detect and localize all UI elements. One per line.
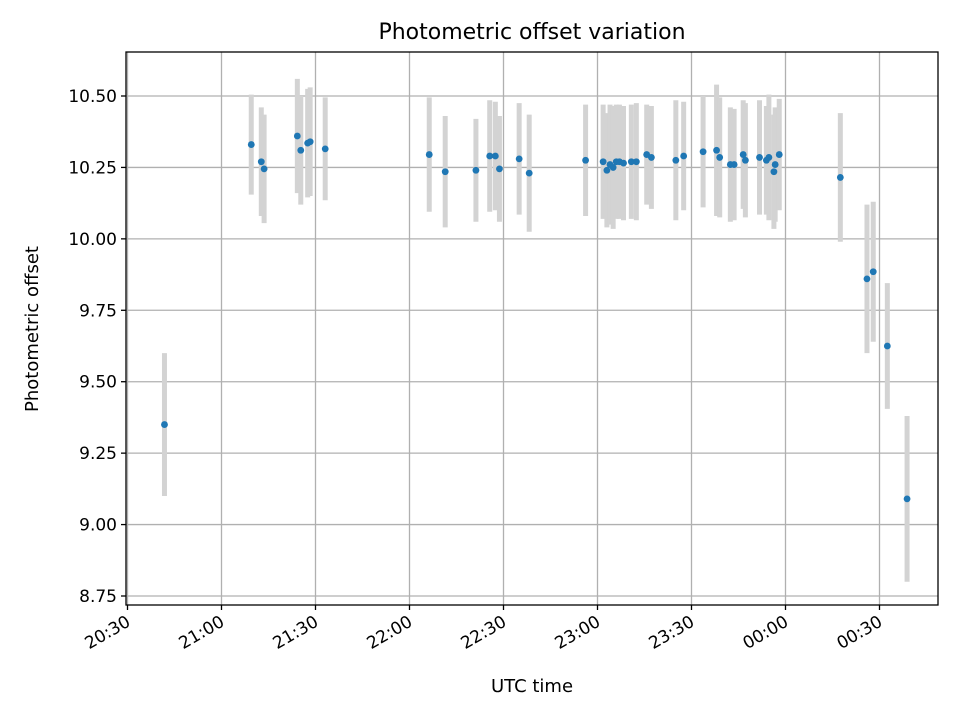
data-point [883, 342, 891, 350]
data-point [491, 152, 499, 160]
data-point [756, 154, 763, 161]
data-point [771, 161, 779, 168]
data-point [609, 164, 617, 171]
data-point [699, 148, 707, 156]
plot-background [126, 52, 938, 605]
chart-title: Photometric offset variation [378, 20, 685, 45]
data-point [770, 168, 778, 176]
data-point [257, 158, 265, 166]
data-point [441, 168, 449, 176]
data-point [863, 275, 871, 283]
data-point [472, 166, 480, 174]
plot-frame [125, 51, 939, 606]
data-point [525, 169, 533, 177]
data-point [247, 141, 255, 148]
y-tick-label: 10.00 [68, 230, 117, 250]
x-tick-label: 00:30 [834, 612, 886, 654]
data-point [161, 421, 168, 428]
data-point [632, 158, 640, 166]
x-axis-label: UTC time [491, 676, 573, 697]
x-tick-label: 23:30 [646, 612, 698, 654]
y-tick-label: 9.50 [79, 373, 117, 393]
x-tick-label: 21:30 [270, 612, 322, 654]
data-point [730, 161, 738, 168]
data-point [425, 151, 433, 158]
data-point [306, 138, 314, 146]
y-tick-label: 8.75 [79, 587, 117, 607]
data-point [599, 158, 607, 166]
data-point [321, 145, 329, 153]
data-point [515, 155, 523, 163]
data-point [836, 174, 844, 181]
y-tick-label: 9.00 [79, 516, 117, 536]
grid [126, 52, 938, 605]
data-point [741, 156, 749, 164]
y-tick-label: 9.75 [79, 301, 117, 321]
x-tick-label: 22:30 [458, 612, 510, 654]
data-point [680, 152, 688, 160]
x-tick-label: 20:30 [82, 612, 134, 654]
data-point [647, 154, 655, 161]
data-point [739, 151, 747, 158]
data-point [627, 158, 635, 166]
data-point [293, 132, 301, 140]
x-tick-label: 21:00 [176, 612, 228, 654]
data-point [765, 154, 773, 161]
data-point [713, 146, 720, 154]
data-point [582, 156, 589, 164]
y-tick-label: 10.25 [68, 158, 117, 178]
y-tick-label: 9.25 [79, 444, 117, 464]
x-tick-label: 23:00 [552, 612, 604, 654]
data-point [672, 156, 680, 164]
data-point [486, 152, 494, 160]
data-point [297, 146, 305, 154]
y-axis-label: Photometric offset [22, 246, 43, 412]
data-point [603, 166, 611, 174]
data-point [716, 154, 724, 161]
data-points [161, 132, 911, 503]
data-point [869, 268, 877, 276]
x-tick-label: 00:00 [740, 612, 792, 654]
data-point [260, 165, 268, 173]
data-point [620, 159, 627, 167]
data-point [903, 495, 911, 503]
x-tick-label: 22:00 [364, 612, 416, 654]
data-point [496, 165, 503, 173]
y-tick-label: 10.50 [68, 87, 117, 107]
data-point [775, 151, 783, 158]
